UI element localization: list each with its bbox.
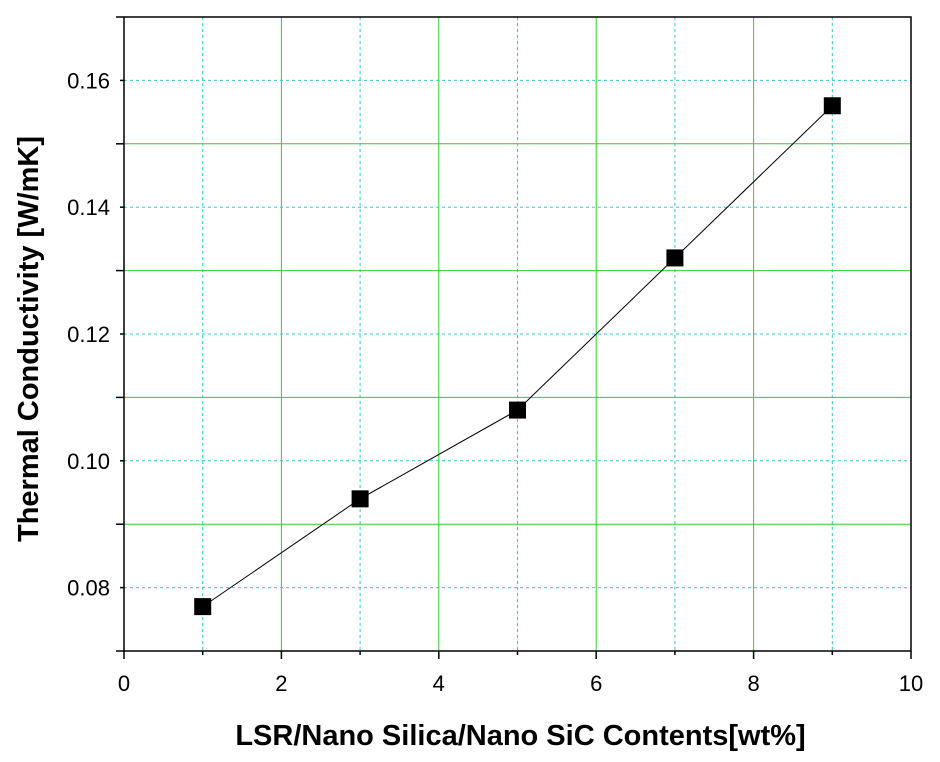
x-axis-title: LSR/Nano Silica/Nano SiC Contents[wt%]	[235, 720, 805, 752]
x-tick-label: 10	[899, 671, 923, 696]
x-tick-label: 2	[275, 671, 287, 696]
x-tick-label: 6	[590, 671, 602, 696]
y-tick-label: 0.12	[67, 322, 110, 347]
y-tick-label: 0.16	[67, 68, 110, 93]
x-tick-label: 8	[747, 671, 759, 696]
y-axis-title: Thermal Conductivity [W/mK]	[13, 136, 45, 542]
data-point	[823, 97, 841, 115]
y-tick-label: 0.08	[67, 576, 110, 601]
data-point	[509, 401, 526, 419]
x-tick-label: 0	[118, 671, 130, 696]
series	[194, 97, 841, 616]
axis-ticks: 0 2 4 6 8 10 0.08 0.10 0.12 0.14 0.16	[67, 16, 923, 696]
y-tick-label: 0.10	[67, 449, 110, 474]
x-tick-label: 4	[433, 671, 445, 696]
grid	[124, 17, 911, 651]
data-point	[194, 598, 212, 616]
y-tick-label: 0.14	[67, 195, 110, 220]
data-point	[351, 490, 369, 508]
data-point	[666, 249, 684, 267]
